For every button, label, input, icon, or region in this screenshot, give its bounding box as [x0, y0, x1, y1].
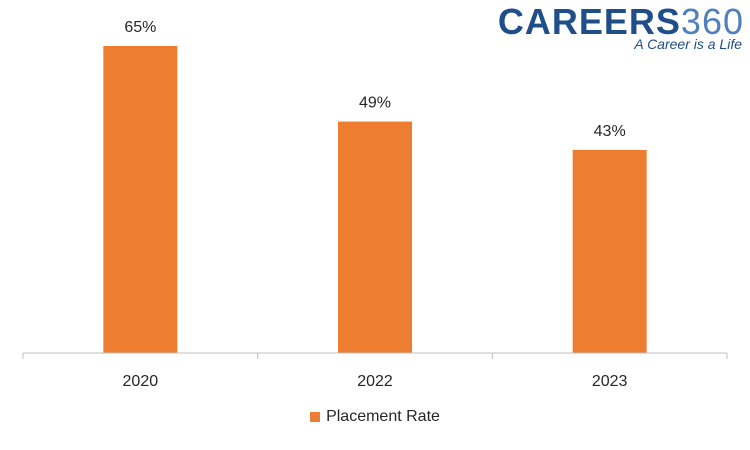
careers360-logo: CAREERS360 A Career is a Life — [498, 2, 744, 53]
data-label-2020: 65% — [124, 19, 156, 36]
bar-2020 — [103, 46, 178, 353]
logo-text-thin: 360 — [680, 1, 744, 42]
bar-2022 — [338, 121, 412, 353]
data-label-2023: 43% — [594, 123, 626, 140]
logo-wordmark: CAREERS360 — [498, 2, 744, 42]
legend-label: Placement Rate — [326, 408, 440, 425]
x-tick-label-2022: 2022 — [357, 373, 393, 390]
x-tick-label-2023: 2023 — [592, 373, 628, 390]
bar-2023 — [572, 149, 647, 353]
x-tick-label-2020: 2020 — [123, 373, 159, 390]
logo-text-bold: CAREERS — [497, 1, 681, 42]
logo-tagline: A Career is a Life — [634, 36, 742, 52]
legend-swatch — [310, 412, 321, 422]
data-label-2022: 49% — [359, 95, 391, 112]
chart-legend: Placement Rate — [0, 408, 750, 426]
